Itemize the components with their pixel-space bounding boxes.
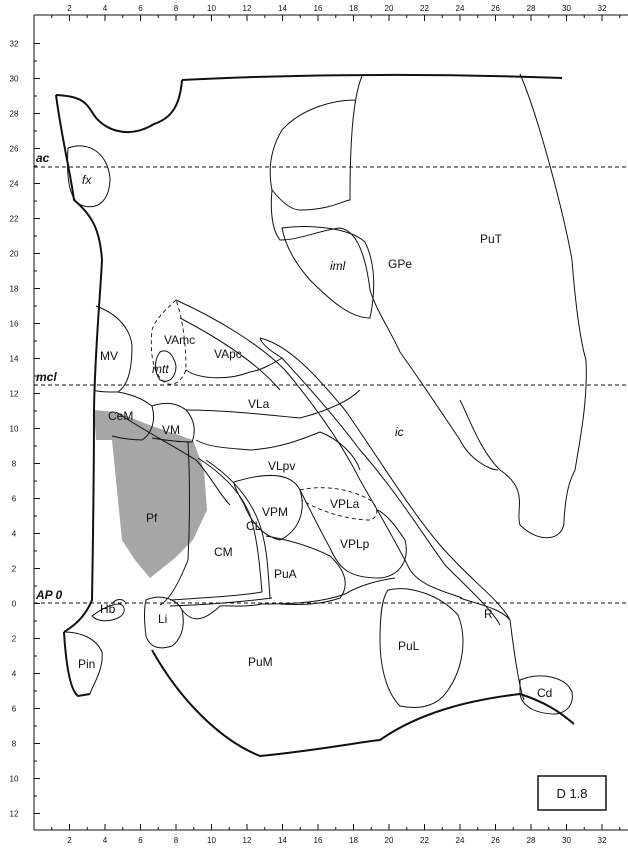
x-tick-label: 20: [385, 4, 394, 13]
region-pin: Pin: [78, 657, 95, 671]
x-tick-label: 26: [491, 4, 500, 13]
pf-shaded-area: [94, 410, 207, 578]
x-tick-label: 10: [207, 4, 216, 13]
y-tick-label: 6: [12, 495, 17, 504]
x-tick-label: 22: [420, 4, 429, 13]
region-pf: Pf: [146, 511, 158, 525]
region-iml: iml: [330, 259, 346, 273]
x-tick-label: 30: [562, 836, 571, 845]
x-tick-label: 18: [349, 836, 358, 845]
region-cm: CM: [214, 545, 233, 559]
region-cl: CL: [246, 519, 262, 533]
x-tick-label: 32: [598, 836, 607, 845]
region-fx: fx: [82, 173, 92, 187]
y-tick-label: 14: [10, 355, 19, 364]
x-tick-label: 28: [527, 836, 536, 845]
region-vlpv: VLpv: [268, 459, 295, 473]
x-tick-label: 4: [103, 4, 108, 13]
x-tick-label: 16: [314, 4, 323, 13]
x-tick-label: 14: [278, 836, 287, 845]
y-tick-label: 28: [10, 110, 19, 119]
region-cd: Cd: [537, 686, 552, 700]
x-tick-label: 28: [527, 4, 536, 13]
y-tick-label: 24: [10, 180, 19, 189]
y-tick-label: 6: [12, 705, 17, 714]
x-tick-label: 24: [456, 836, 465, 845]
x-tick-label: 32: [598, 4, 607, 13]
y-tick-label: 16: [10, 320, 19, 329]
y-tick-label: 18: [10, 285, 19, 294]
y-tick-label: 2: [12, 635, 17, 644]
y-tick-label: 20: [10, 250, 19, 259]
region-cem: CeM: [108, 409, 133, 423]
ap0-label: AP 0: [35, 588, 63, 602]
y-tick-label: 4: [12, 530, 17, 539]
x-tick-label: 22: [420, 836, 429, 845]
region-vla: VLa: [248, 397, 270, 411]
region-vplp: VPLp: [340, 537, 370, 551]
x-tick-label: 8: [174, 4, 179, 13]
x-tick-label: 6: [138, 836, 143, 845]
region-vapc: VApc: [214, 347, 242, 361]
y-tick-label: 32: [10, 40, 19, 49]
plate-label-box: D 1.8: [537, 775, 607, 811]
region-put: PuT: [480, 232, 503, 246]
x-tick-label: 26: [491, 836, 500, 845]
axis-frame: [33, 14, 628, 831]
x-tick-label: 16: [314, 836, 323, 845]
y-tick-label: 8: [12, 740, 17, 749]
y-tick-label: 2: [12, 565, 17, 574]
y-tick-label: 12: [10, 390, 19, 399]
region-gpe: GPe: [388, 257, 412, 271]
x-tick-label: 2: [67, 4, 72, 13]
y-tick-label: 10: [10, 775, 19, 784]
region-pum: PuM: [248, 655, 273, 669]
x-tick-label: 20: [385, 836, 394, 845]
y-tick-label: 4: [12, 670, 17, 679]
x-tick-label: 6: [138, 4, 143, 13]
region-vm: VM: [162, 423, 180, 437]
region-mv: MV: [100, 349, 118, 363]
x-tick-label: 14: [278, 4, 287, 13]
x-tick-label: 12: [243, 836, 252, 845]
x-tick-label: 18: [349, 4, 358, 13]
x-axis-bottom-ticks: 2 4 6 8 10 12 14 16 18 20 22 24 26 28 30 32: [33, 824, 621, 845]
region-ic: ic: [395, 425, 404, 439]
y-tick-label: 12: [10, 810, 19, 819]
x-tick-label: 2: [67, 836, 72, 845]
region-pul: PuL: [398, 639, 420, 653]
x-tick-label: 10: [207, 836, 216, 845]
y-tick-label: 30: [10, 75, 19, 84]
y-tick-label: 26: [10, 145, 19, 154]
region-li: Li: [158, 612, 167, 626]
x-tick-label: 30: [562, 4, 571, 13]
region-r: R: [484, 607, 493, 621]
y-tick-label: 0: [12, 600, 17, 609]
region-vamc: VAmc: [164, 333, 195, 347]
mcl-label: mcl: [36, 370, 57, 384]
region-hb: Hb: [100, 602, 116, 616]
anatomical-outlines: [55, 73, 587, 758]
ac-label: ac: [36, 151, 50, 165]
plate-label: D 1.8: [556, 786, 587, 801]
x-axis-top-ticks: 2 4 6 8 10 12 14 16 18 20 22 24 26 28 30 32: [33, 4, 621, 21]
region-mtt: mtt: [152, 362, 169, 376]
x-tick-label: 24: [456, 4, 465, 13]
x-tick-label: 4: [103, 836, 108, 845]
x-tick-label: 8: [174, 836, 179, 845]
y-tick-label: 10: [10, 425, 19, 434]
y-tick-label: 22: [10, 215, 19, 224]
region-vpla: VPLa: [330, 497, 360, 511]
region-vpm: VPM: [262, 505, 288, 519]
region-pua: PuA: [274, 567, 297, 581]
x-tick-label: 12: [243, 4, 252, 13]
y-tick-label: 8: [12, 460, 17, 469]
